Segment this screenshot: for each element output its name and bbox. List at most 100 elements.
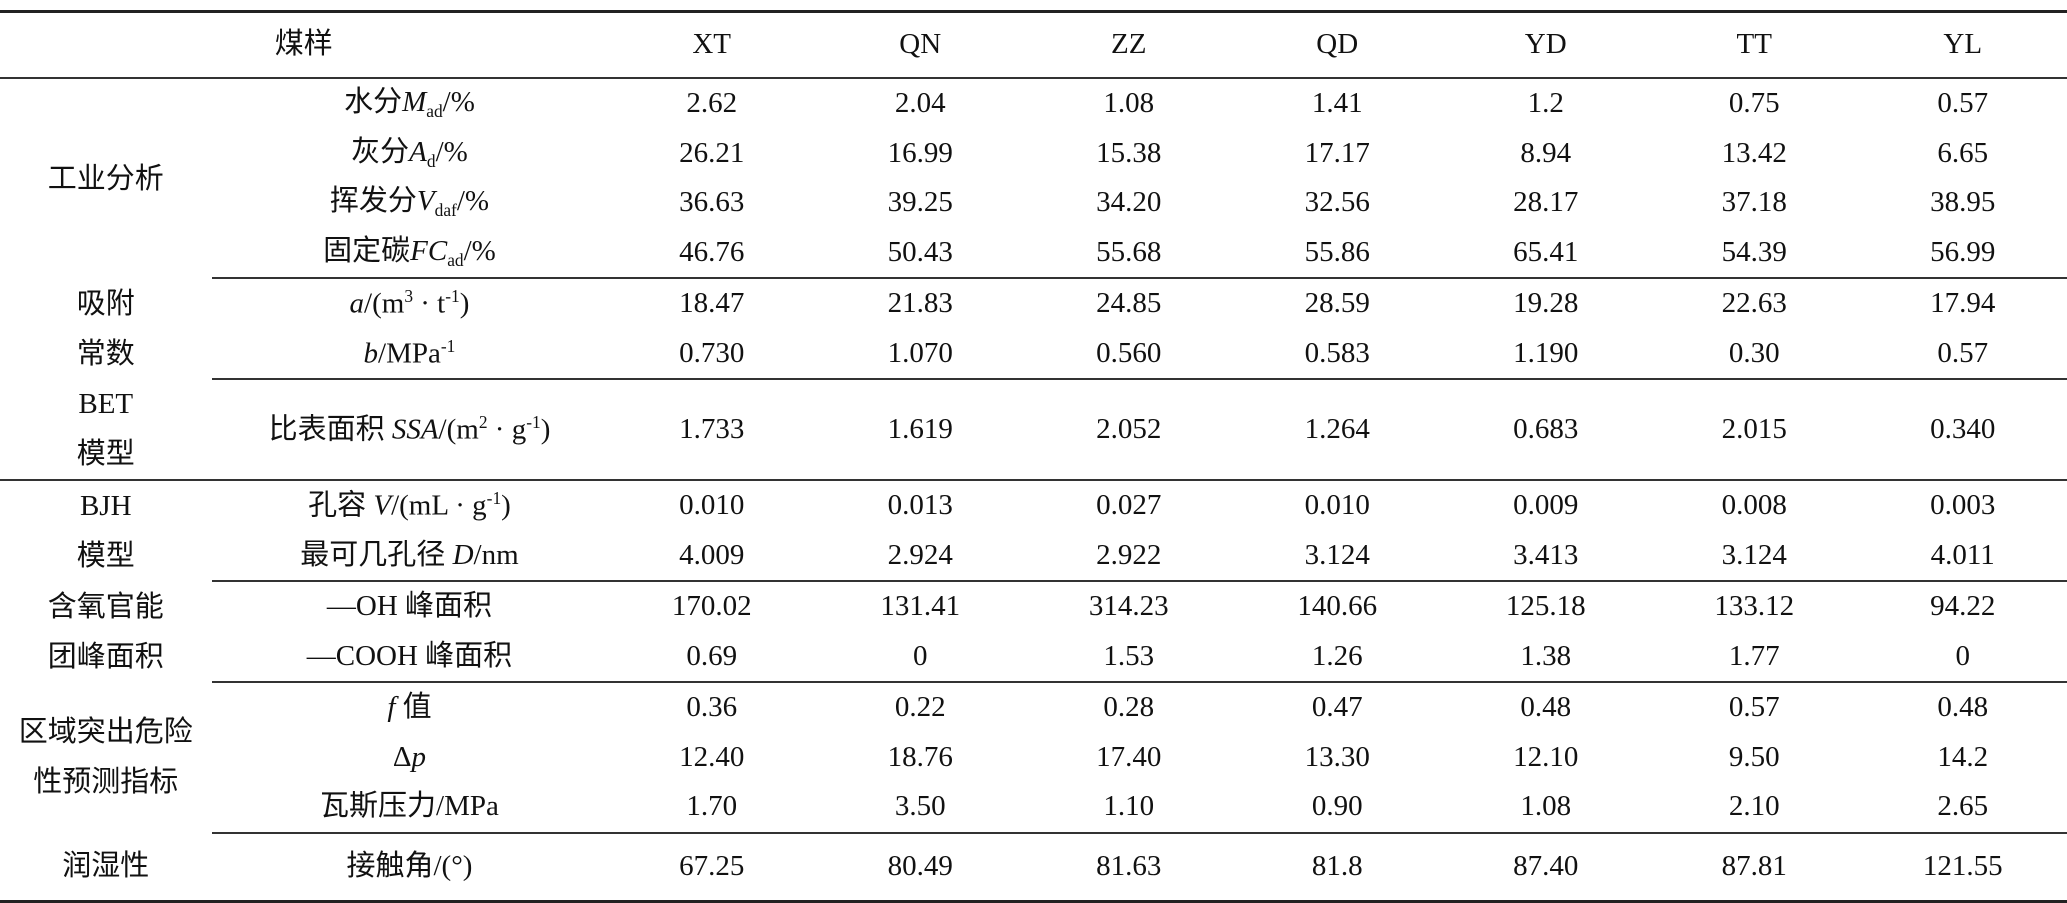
value-cell: 1.77 xyxy=(1649,631,1859,683)
row-label-part: 水分 xyxy=(344,86,403,119)
value-cell: 1.190 xyxy=(1441,328,1650,380)
value-cell: 1.53 xyxy=(1024,631,1233,683)
row-label: 挥发分Vdaf/% xyxy=(212,178,608,228)
value-cell: 3.413 xyxy=(1441,530,1650,582)
row-label-part: 3 xyxy=(404,286,414,307)
group-label-line: 模型 xyxy=(76,540,135,572)
row-label-part: daf xyxy=(434,200,457,221)
value-cell: 0.69 xyxy=(607,631,816,683)
row-label: 水分Mad/% xyxy=(212,78,608,129)
row-label: a/(m3 · t-1) xyxy=(212,278,608,329)
value-cell: 170.02 xyxy=(671,590,752,623)
group-label: 含氧官能 团峰面积 xyxy=(0,581,212,682)
value-cell: 21.83 xyxy=(887,287,953,320)
value-cell: 39.25 xyxy=(887,186,953,219)
value-cell: 1.2 xyxy=(1527,87,1564,120)
value-cell: 17.17 xyxy=(1304,136,1370,169)
value-cell: 0 xyxy=(1858,631,2067,683)
header-sample: QD xyxy=(1232,10,1442,79)
row-label-part: ad xyxy=(426,101,443,122)
value-cell: 0.48 xyxy=(1520,691,1572,724)
value-cell: 55.68 xyxy=(1024,227,1233,279)
row-label: 接触角/(°) xyxy=(211,832,608,903)
row-label-part: ) xyxy=(459,287,470,320)
value-cell: 9.50 xyxy=(1728,740,1780,773)
value-cell: 3.124 xyxy=(1649,530,1859,582)
group-label-line: 区域突出危险 xyxy=(18,716,193,749)
row-label-part: —OH 峰面积 xyxy=(326,590,493,623)
value-cell: 131.41 xyxy=(880,590,961,623)
group-label-line: 模型 xyxy=(76,438,135,470)
row-label: 瓦斯压力/MPa xyxy=(211,782,608,834)
value-cell: 13.42 xyxy=(1721,136,1787,169)
table-row: 挥发分Vdaf/% 36.63 39.25 34.20 32.56 28.17 37.18 3… xyxy=(0,178,2067,228)
value-cell: 80.49 xyxy=(815,832,1025,903)
value-cell: 46.76 xyxy=(607,227,816,279)
header-sample: XT xyxy=(607,10,816,79)
group-label-line: 工业分析 xyxy=(47,162,164,195)
table-row: 最可几孔径 D/nm 4.009 2.924 2.922 3.124 3.413 3.124… xyxy=(0,530,2067,582)
row-label-part: -1 xyxy=(440,335,456,356)
value-cell: 1.070 xyxy=(815,328,1025,380)
group-label-line: 团峰面积 xyxy=(47,640,164,673)
header-row: 煤样 XT QN ZZ QD YD TT YL xyxy=(0,10,2067,79)
value-cell: 0.22 xyxy=(894,691,946,724)
value-cell: 22.63 xyxy=(1721,287,1787,320)
row-label-part: 2 xyxy=(478,412,488,433)
row-label-part: /% xyxy=(456,185,490,218)
value-cell: 54.39 xyxy=(1649,227,1859,279)
header-sample: TT xyxy=(1649,10,1859,79)
row-label: —COOH 峰面积 xyxy=(211,631,608,683)
value-cell: 0.009 xyxy=(1513,489,1579,522)
value-cell: 65.41 xyxy=(1441,227,1650,279)
value-cell: 8.94 xyxy=(1520,136,1572,169)
row-label-part: M xyxy=(402,86,427,119)
value-cell: 0.010 xyxy=(1304,489,1370,522)
group-label-line: BET xyxy=(78,388,134,420)
value-cell: 0.48 xyxy=(1937,691,1989,724)
value-cell: 1.733 xyxy=(607,379,816,481)
value-cell: 0.583 xyxy=(1232,328,1442,380)
row-label: —OH 峰面积 xyxy=(212,581,608,632)
group-label: 区域突出危险 性预测指标 xyxy=(0,682,212,833)
value-cell: 2.62 xyxy=(686,87,738,120)
value-cell: 14.2 xyxy=(1937,740,1989,773)
row-label-part: · t xyxy=(413,287,446,320)
row-label: f 值 xyxy=(212,682,608,733)
row-label-part: -1 xyxy=(486,488,502,509)
header-sample: ZZ xyxy=(1024,10,1233,79)
table-row: 含氧官能 团峰面积 —OH 峰面积 170.02 131.41 314.23 140.66 1… xyxy=(0,581,2067,672)
row-label-part: f xyxy=(387,691,396,724)
value-cell: 38.95 xyxy=(1930,186,1996,219)
table-row: —COOH 峰面积 0.69 0 1.53 1.26 1.38 1.77 0 xyxy=(0,631,2067,683)
value-cell: 1.41 xyxy=(1311,87,1363,120)
row-label-part: a xyxy=(349,287,365,320)
value-cell: 81.8 xyxy=(1232,832,1442,903)
value-cell: 1.10 xyxy=(1024,782,1233,834)
value-cell: 2.922 xyxy=(1024,530,1233,582)
value-cell: 28.59 xyxy=(1304,287,1370,320)
row-label-part: Δ xyxy=(392,740,412,773)
row-label-part: 挥发分 xyxy=(329,185,417,218)
row-label-part: d xyxy=(426,150,436,171)
row-label-part: /(m xyxy=(438,413,479,446)
value-cell: 24.85 xyxy=(1096,287,1162,320)
row-label-part: 接触角/(°) xyxy=(346,849,473,882)
row-label-part: /(m xyxy=(364,287,405,320)
value-cell: 16.99 xyxy=(887,136,953,169)
row-label: 最可几孔径 D/nm xyxy=(211,530,608,582)
table-row: BJH 模型 孔容 V/(mL · g-1) 0.010 0.013 0.027 0.010… xyxy=(0,480,2067,572)
value-cell: 1.619 xyxy=(815,379,1025,481)
header-sample: YL xyxy=(1858,10,2067,79)
table-row: 吸附 常数 a/(m3 · t-1) 18.47 21.83 24.85 28.59 19.2… xyxy=(0,278,2067,369)
value-cell: 0.683 xyxy=(1441,379,1650,481)
row-label-part: · g xyxy=(487,413,527,446)
group-label-line: 吸附 xyxy=(76,287,135,320)
group-label-line: BJH xyxy=(79,490,132,522)
value-cell: 67.25 xyxy=(607,832,816,903)
value-cell: 94.22 xyxy=(1930,590,1996,623)
value-cell: 12.40 xyxy=(679,740,745,773)
value-cell: 2.052 xyxy=(1024,379,1233,481)
table-row: 工业分析 水分Mad/% 2.62 2.04 1.08 1.41 1.2 0.75 0.57 xyxy=(0,78,2067,194)
value-cell: 87.81 xyxy=(1649,832,1859,903)
